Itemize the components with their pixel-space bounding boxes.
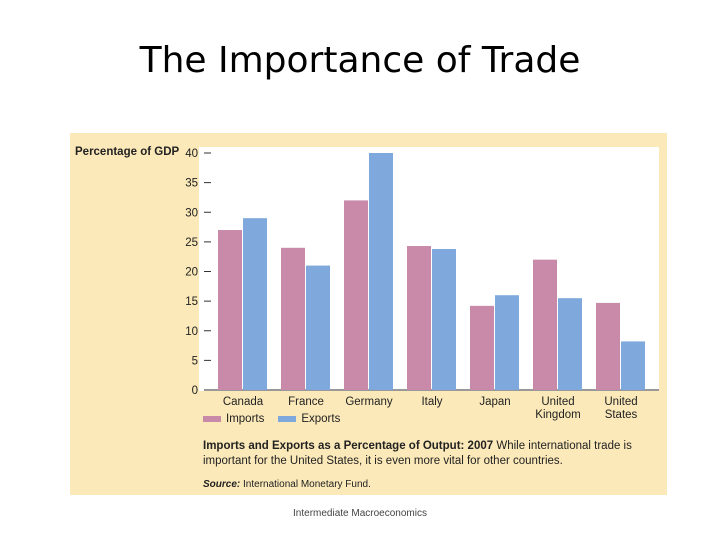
y-tick-label: 35 <box>185 178 198 190</box>
bar-exports-united-states <box>621 341 645 390</box>
y-tick-label: 5 <box>192 355 198 367</box>
legend-item-imports: Imports <box>203 413 264 425</box>
y-tick-label: 0 <box>192 385 198 397</box>
x-tick-label-line: Italy <box>421 396 442 408</box>
x-tick-label: United States <box>604 396 637 421</box>
bar-imports-united-kingdom <box>533 259 557 390</box>
caption-title: Imports and Exports as a Percentage of O… <box>203 440 494 452</box>
x-tick-label-line: Germany <box>345 396 393 408</box>
x-tick-label: Germany <box>345 396 393 408</box>
caption-text: While international trade is important f… <box>203 440 632 467</box>
bar-exports-france <box>306 265 330 390</box>
x-tick-label-line: Canada <box>223 396 264 408</box>
source-note: Source: International Monetary Fund. <box>203 479 371 490</box>
y-tick-label: 20 <box>185 267 198 279</box>
bar-imports-france <box>281 247 305 390</box>
legend-label-imports: Imports <box>226 413 265 425</box>
y-tick-label: 30 <box>185 207 198 219</box>
source-text: International Monetary Fund. <box>243 479 371 490</box>
slide-footer: Intermediate Macroeconomics <box>293 508 427 519</box>
x-tick-label: Canada <box>223 396 264 408</box>
legend-swatch-imports <box>203 416 221 422</box>
figure-caption: Imports and Exports as a Percentage of O… <box>203 439 663 469</box>
bar-imports-italy <box>407 246 431 390</box>
legend: Imports Exports <box>203 413 354 425</box>
y-axis-label: Percentage of GDP <box>75 146 180 158</box>
x-tick-label: United Kingdom <box>535 396 580 421</box>
x-tick-label-line: States <box>605 409 638 421</box>
legend-item-exports: Exports <box>278 413 340 425</box>
x-tick-label: Italy <box>421 396 442 408</box>
bar-exports-germany <box>369 153 393 390</box>
source-label: Source: <box>203 479 241 490</box>
x-tick-label-line: United <box>604 396 637 408</box>
x-tick-label: Japan <box>479 396 510 408</box>
bar-exports-japan <box>495 295 519 390</box>
bar-imports-germany <box>344 200 368 390</box>
bar-exports-italy <box>432 248 456 390</box>
y-tick-label: 40 <box>185 148 198 160</box>
bar-imports-canada <box>218 230 242 390</box>
x-tick-label-line: Japan <box>479 396 510 408</box>
chart-figure: Percentage of GDP 0 5 10 15 20 25 30 35 40 Canada… <box>70 133 667 495</box>
slide-title: The Importance of Trade <box>139 40 581 81</box>
bar-exports-united-kingdom <box>558 298 582 390</box>
bar-imports-united-states <box>596 302 620 390</box>
bar-imports-japan <box>470 305 494 390</box>
legend-swatch-exports <box>278 416 297 422</box>
x-tick-label-line: France <box>288 396 324 408</box>
x-tick-label-line: Kingdom <box>535 409 580 421</box>
bar-chart: 0 5 10 15 20 25 30 35 40 Canada France Germany Italy… <box>185 148 659 421</box>
y-tick-label: 10 <box>185 326 198 338</box>
y-tick-label: 15 <box>185 296 198 308</box>
legend-label-exports: Exports <box>301 413 341 425</box>
y-tick-label: 25 <box>185 237 198 249</box>
x-tick-label-line: United <box>541 396 574 408</box>
x-tick-label: France <box>288 396 324 408</box>
bar-exports-canada <box>243 218 267 390</box>
